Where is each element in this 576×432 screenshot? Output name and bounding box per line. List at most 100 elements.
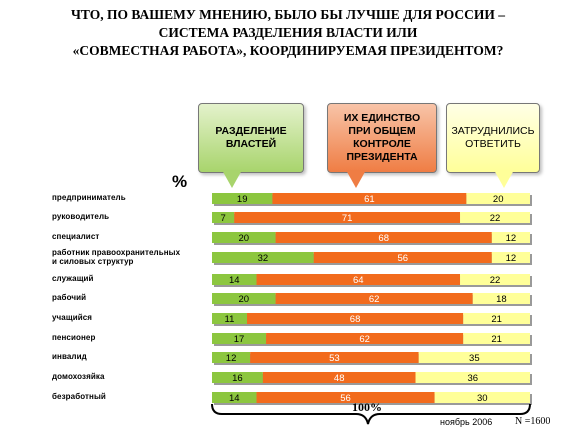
row-label-line: работник правоохранительных [52,247,181,257]
legend-separation-callout: РАЗДЕЛЕНИЕ ВЛАСТЕЙ [198,103,304,173]
bar-value-label: 30 [477,393,488,404]
bar-value-label: 14 [229,393,240,404]
bar-segment-separation [212,274,257,285]
bar-value-label: 32 [258,253,269,264]
bar-value-label: 68 [378,233,389,244]
bar-value-label: 12 [226,353,237,364]
bar-segment-difficult [491,252,530,263]
legend-unity-line: КОНТРОЛЕ [353,138,411,150]
bar-value-label: 21 [491,314,502,325]
bar-segment-difficult [460,274,530,285]
bar-segment-separation [212,193,273,204]
bar-value-label: 7 [220,213,225,224]
row-label: безработный [52,392,106,401]
row-label-line: специалист [52,232,100,241]
row-label-line: пенсионер [52,333,96,342]
row-label-line: и силовых структур [52,256,134,266]
bar-segment-difficult [472,293,530,304]
bar-value-label: 62 [359,334,370,345]
bar-segment-difficult [491,232,530,243]
bar-value-label: 61 [364,194,375,205]
bar-value-label: 19 [237,194,248,205]
title-line: СИСТЕМА РАЗДЕЛЕНИЯ ВЛАСТИ ИЛИ [158,25,418,40]
bar-value-label: 11 [225,314,235,325]
bar-segment-difficult [415,372,530,383]
row-label: пенсионер [52,333,95,342]
bar-value-label: 48 [334,373,345,384]
bar-segment-unity [275,232,492,243]
bar-value-label: 12 [506,233,517,244]
bar-value-label: 36 [467,373,478,384]
bar-segment-difficult [463,313,530,324]
bar-value-label: 17 [234,334,245,345]
bar-value-label: 22 [490,213,501,224]
bar-segment-difficult [434,392,530,403]
total-brace [211,403,531,425]
bars-group: 19 61 20 7 71 22 20 68 12 32 56 12 14 64 22 20 62 18 11 68 2… [212,193,532,405]
row-label-line: руководитель [52,212,110,221]
bar-segment-unity [262,372,416,383]
bar-value-label: 56 [398,253,409,264]
bar-segment-separation [212,293,276,304]
bar-value-label: 20 [239,233,250,244]
bar-segment-unity [313,252,492,263]
row-label-line: служащий [52,274,94,283]
title-line: «СОВМЕСТНАЯ РАБОТА», КООРДИНИРУЕМАЯ ПРЕЗ… [72,43,504,58]
bar-value-label: 21 [491,334,502,345]
bar-segment-separation [212,392,257,403]
row-label: рабочий [52,293,86,302]
bar-segment-separation [212,252,314,263]
bar-value-label: 68 [350,314,361,325]
percent-label: % [172,172,188,191]
bar-segment-unity [256,392,435,403]
legend-unity-line: ПРЕЗИДЕНТА [346,151,418,163]
legend-separation-line: ВЛАСТЕЙ [225,138,277,150]
bar-segment-difficult [460,212,530,223]
legend-unity-pointer [346,170,366,188]
bar-value-label: 20 [239,294,250,305]
bar-value-label: 14 [229,275,240,286]
bar-segment-separation [212,313,247,324]
row-label: учащийся [52,313,92,322]
row-label: специалист [52,232,99,241]
bar-value-label: 62 [369,294,380,305]
bar-segment-difficult [418,352,530,363]
bar-value-label: 35 [469,353,480,364]
legend-separation-pointer [222,170,242,188]
row-label: работник правоохранительных и силовых стр… [52,248,180,266]
legend-difficult-line: ОТВЕТИТЬ [465,138,521,150]
bar-segment-separation [212,212,235,223]
row-label: домохозяйка [52,372,105,381]
bar-value-label: 56 [340,393,351,404]
bar-segment-separation [212,352,251,363]
legend-unity-line: ПРИ ОБЩЕМ [348,125,416,137]
row-label: предприниматель [52,193,126,202]
legend-difficult-line: ЗАТРУДНИЛИСЬ [451,125,535,137]
row-label: инвалид [52,352,87,361]
row-label: руководитель [52,212,109,221]
bar-value-label: 22 [490,275,501,286]
legend-difficult-pointer [494,170,514,188]
row-label-line: предприниматель [52,193,126,202]
title-line: ЧТО, ПО ВАШЕМУ МНЕНИЮ, БЫЛО БЫ ЛУЧШЕ ДЛЯ… [71,7,505,22]
row-label-line: инвалид [52,352,87,361]
bar-segment-separation [212,333,267,344]
row-label-line: безработный [52,392,106,401]
bar-segment-difficult [466,193,530,204]
row-label-line: рабочий [52,293,87,302]
bar-value-label: 64 [353,275,364,286]
bar-segment-unity [234,212,461,223]
bar-value-label: 53 [329,353,340,364]
bar-segment-unity [266,333,464,344]
row-label-line: домохозяйка [52,372,105,381]
chart-title: ЧТО, ПО ВАШЕМУ МНЕНИЮ, БЫЛО БЫ ЛУЧШЕ ДЛЯ… [0,6,576,60]
date-label: ноябрь 2006 [440,417,493,427]
row-label-line: учащийся [52,313,93,322]
legend-unity-line: ИХ ЕДИНСТВО [343,112,421,124]
sample-size-label: N =1600 [515,416,551,427]
bar-value-label: 18 [496,294,507,305]
bar-segment-unity [246,313,464,324]
bar-segment-separation [212,372,263,383]
bar-segment-unity [275,293,473,304]
